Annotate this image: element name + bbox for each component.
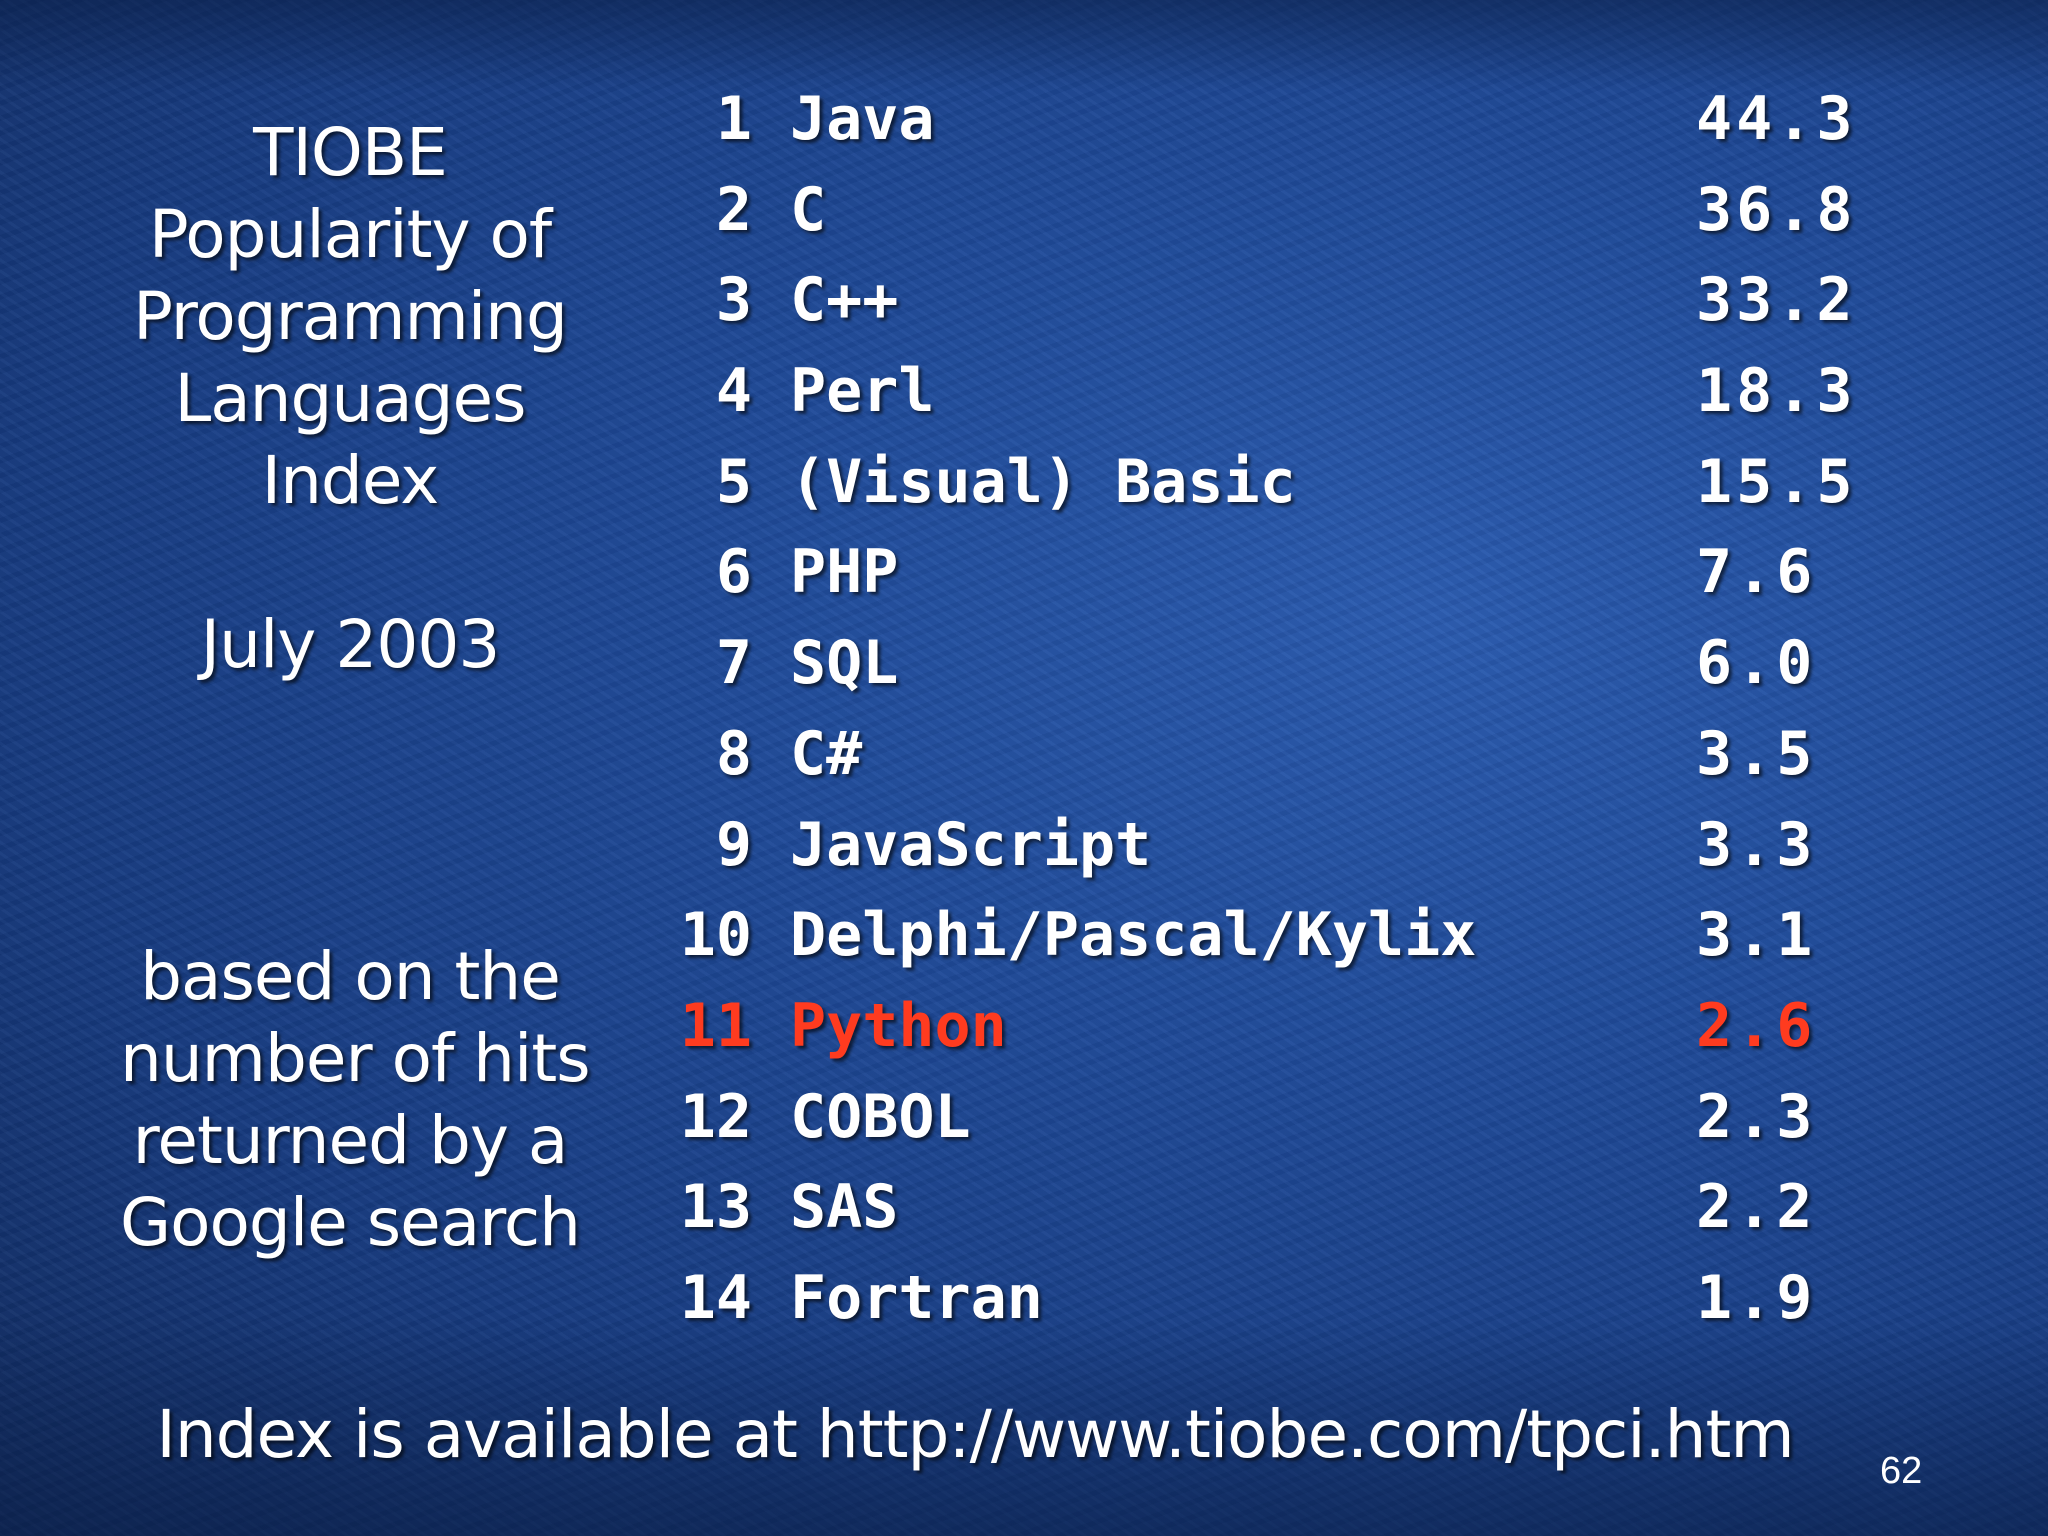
date-text: July 2003	[200, 606, 501, 683]
popularity-score: 1.9	[1696, 1262, 1817, 1333]
basis-line: based on the	[140, 938, 561, 1015]
rank-number: 4	[715, 356, 752, 427]
popularity-score: 2.6	[1696, 990, 1817, 1061]
popularity-score: 36.8	[1696, 174, 1857, 245]
popularity-score: 33.2	[1696, 265, 1857, 336]
basis-note: based on the number of hits returned by …	[120, 936, 591, 1264]
language-name: C++	[790, 265, 899, 336]
popularity-score: 15.5	[1696, 446, 1857, 517]
rank-number: 14	[679, 1262, 752, 1333]
language-name: SAS	[790, 1172, 899, 1243]
ranking-row: 7 SQL 6.0	[640, 618, 1880, 709]
rank-number: 11	[679, 990, 752, 1061]
language-name: PHP	[790, 537, 899, 608]
date-label: July 2003	[120, 604, 580, 686]
ranking-row: 6 PHP 7.6	[640, 527, 1880, 618]
rank-number: 3	[715, 265, 752, 336]
ranking-row: 11 Python 2.6	[640, 981, 1880, 1072]
popularity-score: 3.5	[1696, 718, 1817, 789]
ranking-row: 3 C++ 33.2	[640, 255, 1880, 346]
popularity-score: 2.2	[1696, 1172, 1817, 1243]
basis-line: returned by a	[132, 1102, 569, 1179]
ranking-row: 1 Java 44.3	[640, 74, 1880, 165]
language-name: SQL	[790, 628, 899, 699]
language-name: C#	[790, 718, 863, 789]
language-name: (Visual) Basic	[790, 446, 1296, 517]
rank-number: 10	[679, 900, 752, 971]
popularity-score: 6.0	[1696, 628, 1817, 699]
title-line: TIOBE	[253, 114, 448, 191]
language-name: Fortran	[790, 1262, 1043, 1333]
ranking-row: 4 Perl 18.3	[640, 346, 1880, 437]
rank-number: 9	[715, 809, 752, 880]
popularity-score: 44.3	[1696, 84, 1857, 154]
ranking-row: 9 JavaScript 3.3	[640, 800, 1880, 891]
language-name: COBOL	[790, 1081, 971, 1152]
title-line: Popularity of	[148, 196, 552, 273]
rank-number: 2	[715, 174, 752, 245]
rank-number: 1	[715, 84, 752, 154]
language-name: Perl	[790, 356, 935, 427]
language-name: Java	[790, 84, 935, 154]
rank-number: 8	[715, 718, 752, 789]
ranking-row: 5 (Visual) Basic 15.5	[640, 437, 1880, 528]
language-name: JavaScript	[790, 809, 1152, 880]
rank-number: 5	[715, 446, 752, 517]
rank-number: 6	[715, 537, 752, 608]
page-number: 62	[1880, 1450, 1923, 1492]
title-line: Index	[261, 442, 440, 519]
basis-line: Google search	[120, 1184, 581, 1261]
ranking-row: 13 SAS 2.2	[640, 1162, 1880, 1253]
bottom-shade	[0, 1316, 2048, 1536]
language-name: Delphi/Pascal/Kylix	[790, 900, 1477, 971]
language-name: C	[790, 174, 827, 245]
ranking-row: 10 Delphi/Pascal/Kylix 3.1	[640, 890, 1880, 981]
ranking-row: 12 COBOL 2.3	[640, 1072, 1880, 1163]
footer-url-text: Index is available at http://www.tiobe.c…	[156, 1396, 1794, 1473]
ranking-table: 1 Java 44.3 2 C 36.8 3 C++ 33.2 4 Perl 18.3 5 (Visual…	[640, 74, 1880, 1344]
basis-line: number of hits	[120, 1020, 591, 1097]
rank-number: 13	[679, 1172, 752, 1243]
ranking-row: 8 C# 3.5	[640, 709, 1880, 800]
title-line: Programming	[133, 278, 568, 355]
language-name: Python	[790, 990, 1007, 1061]
title-line: Languages	[174, 360, 526, 437]
top-shade	[0, 0, 2048, 90]
popularity-score: 3.3	[1696, 809, 1817, 880]
ranking-row: 14 Fortran 1.9	[640, 1253, 1880, 1344]
popularity-score: 7.6	[1696, 537, 1817, 608]
slide-title: TIOBE Popularity of Programming Language…	[120, 112, 580, 522]
popularity-score: 2.3	[1696, 1081, 1817, 1152]
popularity-score: 3.1	[1696, 900, 1817, 971]
rank-number: 7	[715, 628, 752, 699]
popularity-score: 18.3	[1696, 356, 1857, 427]
ranking-row: 2 C 36.8	[640, 165, 1880, 256]
rank-number: 12	[679, 1081, 752, 1152]
